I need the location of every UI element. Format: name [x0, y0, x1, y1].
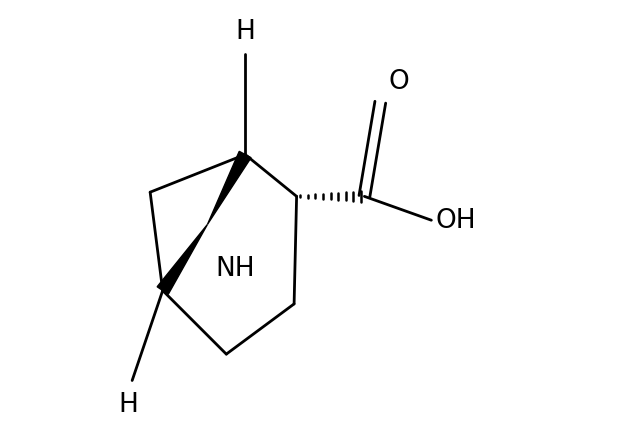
- Text: NH: NH: [215, 255, 255, 281]
- Polygon shape: [208, 152, 251, 225]
- Text: H: H: [118, 391, 138, 417]
- Polygon shape: [157, 225, 208, 294]
- Text: H: H: [235, 19, 255, 45]
- Text: OH: OH: [435, 208, 476, 234]
- Text: O: O: [389, 69, 409, 95]
